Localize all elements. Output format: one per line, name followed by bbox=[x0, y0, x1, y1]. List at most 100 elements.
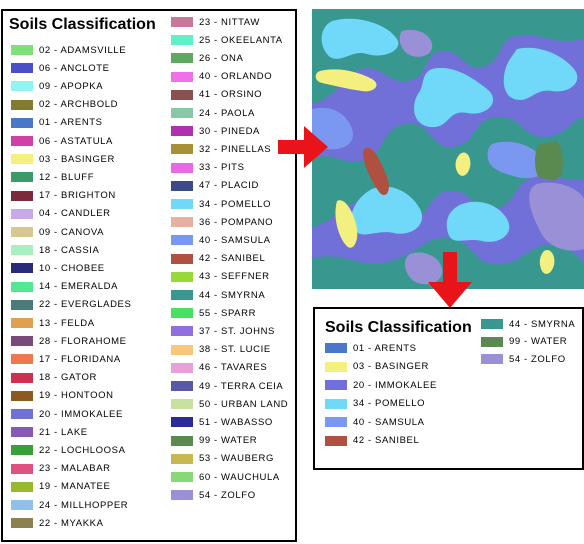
legend-swatch bbox=[171, 290, 193, 300]
legend-swatch bbox=[11, 500, 33, 510]
legend-swatch bbox=[171, 144, 193, 155]
legend-item: 02 - ADAMSVILLE bbox=[11, 44, 126, 56]
main-legend-title: Soils Classification bbox=[9, 16, 156, 33]
legend-label: 01 - ARENTS bbox=[353, 342, 417, 354]
legend-label: 42 - SANIBEL bbox=[353, 435, 420, 446]
legend-swatch bbox=[171, 53, 193, 64]
right-arrow bbox=[278, 126, 328, 168]
legend-item: 19 - HONTOON bbox=[11, 390, 114, 402]
legend-item: 03 - BASINGER bbox=[11, 153, 115, 165]
legend-label: 60 - WAUCHULA bbox=[199, 471, 280, 483]
legend-item: 50 - URBAN LAND bbox=[171, 398, 288, 410]
legend-item: 14 - EMERALDA bbox=[11, 281, 118, 293]
legend-item: 37 - ST. JOHNS bbox=[171, 325, 275, 337]
legend-item: 26 - ONA bbox=[171, 52, 243, 64]
legend-swatch bbox=[171, 235, 193, 246]
legend-swatch bbox=[171, 126, 193, 137]
legend-swatch bbox=[11, 45, 33, 55]
legend-swatch bbox=[325, 417, 347, 427]
legend-item: 13 - FELDA bbox=[11, 317, 95, 329]
legend-swatch bbox=[11, 99, 33, 110]
legend-label: 33 - PITS bbox=[199, 162, 245, 174]
legend-item: 09 - CANOVA bbox=[11, 226, 104, 238]
legend-label: 37 - ST. JOHNS bbox=[199, 325, 275, 337]
legend-label: 21 - LAKE bbox=[39, 426, 88, 438]
legend-label: 22 - MYAKKA bbox=[39, 517, 104, 529]
legend-item: 01 - ARENTS bbox=[11, 117, 103, 129]
legend-swatch bbox=[171, 308, 193, 319]
legend-item: 18 - GATOR bbox=[11, 372, 97, 384]
legend-item: 04 - CANDLER bbox=[11, 208, 111, 220]
legend-item: 54 - ZOLFO bbox=[171, 489, 256, 501]
legend-swatch bbox=[171, 362, 193, 373]
legend-item: 19 - MANATEE bbox=[11, 481, 110, 493]
map-region-basinger bbox=[539, 249, 555, 274]
legend-swatch bbox=[171, 271, 193, 282]
legend-swatch bbox=[11, 427, 33, 438]
legend-item: 23 - MALABAR bbox=[11, 463, 111, 475]
legend-swatch bbox=[481, 319, 503, 329]
legend-swatch bbox=[325, 380, 347, 390]
legend-item: 47 - PLACID bbox=[171, 180, 259, 192]
legend-item: 54 - ZOLFO bbox=[481, 353, 566, 365]
legend-swatch bbox=[325, 435, 347, 446]
legend-swatch bbox=[171, 217, 193, 228]
legend-label: 26 - ONA bbox=[199, 52, 244, 64]
legend-swatch bbox=[11, 518, 33, 529]
legend-swatch bbox=[481, 336, 503, 347]
legend-item: 18 - CASSIA bbox=[11, 244, 99, 256]
legend-item: 24 - PAOLA bbox=[171, 107, 255, 119]
map-region-basinger bbox=[315, 69, 377, 92]
legend-label: 47 - PLACID bbox=[199, 180, 259, 192]
legend-label: 50 - URBAN LAND bbox=[199, 398, 289, 410]
legend-swatch bbox=[11, 390, 33, 401]
legend-label: 28 - FLORAHOME bbox=[39, 335, 127, 347]
legend-item: 99 - WATER bbox=[171, 435, 257, 447]
legend-label: 22 - LOCHLOOSA bbox=[39, 444, 126, 456]
legend-item: 40 - ORLANDO bbox=[171, 71, 272, 83]
legend-label: 18 - CASSIA bbox=[39, 244, 100, 256]
legend-swatch bbox=[171, 108, 193, 118]
map-region-zolfo bbox=[529, 182, 584, 251]
legend-label: 04 - CANDLER bbox=[39, 208, 111, 220]
legend-swatch bbox=[171, 381, 193, 391]
legend-label: 54 - ZOLFO bbox=[509, 353, 566, 365]
legend-item: 55 - SPARR bbox=[171, 307, 256, 319]
legend-item: 30 - PINEDA bbox=[171, 125, 260, 137]
map-region-pomello bbox=[503, 47, 578, 100]
legend-swatch bbox=[171, 162, 193, 173]
legend-item: 10 - CHOBEE bbox=[11, 262, 105, 274]
map-region-samsula bbox=[487, 141, 546, 179]
legend-swatch bbox=[11, 372, 33, 383]
map-region-pomello bbox=[351, 186, 423, 235]
map-region-basinger bbox=[335, 200, 358, 248]
main-soils-legend: Soils Classification 02 - ADAMSVILLE 06 -… bbox=[1, 9, 297, 542]
legend-label: 46 - TAVARES bbox=[199, 362, 268, 374]
legend-item: 44 - SMYRNA bbox=[481, 318, 575, 330]
map-region-zolfo bbox=[404, 252, 443, 285]
legend-swatch bbox=[171, 17, 193, 27]
legend-item: 12 - BLUFF bbox=[11, 171, 94, 183]
legend-swatch bbox=[171, 71, 193, 82]
legend-label: 14 - EMERALDA bbox=[39, 281, 119, 293]
legend-label: 32 - PINELLAS bbox=[199, 143, 272, 155]
legend-item: 38 - ST. LUCIE bbox=[171, 344, 271, 356]
legend-label: 49 - TERRA CEIA bbox=[199, 380, 284, 392]
legend-swatch bbox=[171, 35, 193, 46]
legend-label: 03 - BASINGER bbox=[353, 361, 429, 372]
legend-label: 17 - BRIGHTON bbox=[39, 190, 116, 202]
legend-item: 22 - MYAKKA bbox=[11, 517, 104, 529]
legend-swatch bbox=[11, 281, 33, 292]
legend-item: 36 - POMPANO bbox=[171, 216, 273, 228]
map-region-water bbox=[535, 141, 563, 181]
legend-label: 24 - PAOLA bbox=[199, 107, 255, 119]
map-region-pomello bbox=[414, 67, 494, 128]
legend-item: 34 - POMELLO bbox=[171, 198, 271, 210]
legend-label: 40 - SAMSULA bbox=[353, 416, 425, 428]
legend-item: 41 - ORSINO bbox=[171, 89, 262, 101]
legend-label: 51 - WABASSO bbox=[199, 416, 273, 428]
legend-swatch bbox=[11, 208, 33, 219]
legend-item: 60 - WAUCHULA bbox=[171, 471, 280, 483]
legend-swatch bbox=[171, 326, 193, 337]
legend-swatch bbox=[11, 445, 33, 456]
